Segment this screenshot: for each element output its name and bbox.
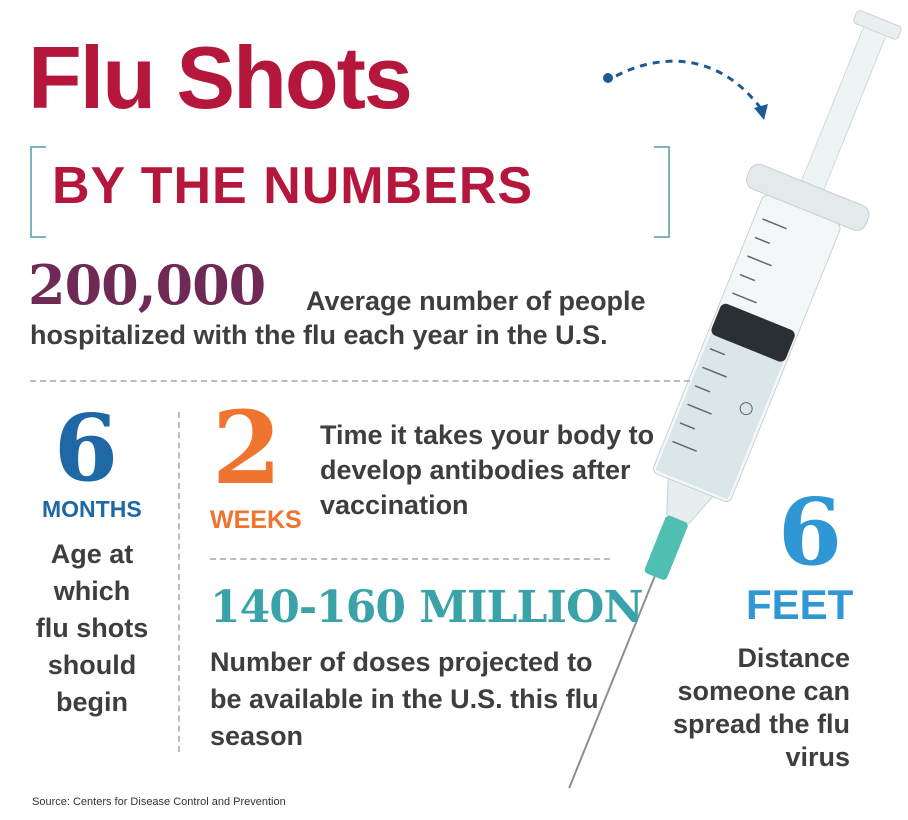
subtitle-block: BY THE NUMBERS [30, 146, 670, 238]
inner-divider [210, 558, 610, 560]
hospitalized-desc-line1: Average number of people [306, 286, 646, 316]
hospitalized-desc-line2: hospitalized with the flu each year in t… [30, 320, 608, 350]
subtitle: BY THE NUMBERS [52, 157, 534, 215]
weeks-unit: WEEKS [210, 506, 302, 534]
feet-description: Distance someone can spread the flu viru… [672, 643, 850, 772]
feet-unit: FEET [746, 581, 854, 628]
months-unit: MONTHS [42, 496, 142, 522]
months-description: Age at which flu shots should begin [35, 539, 149, 717]
syringe-illustration [568, 10, 902, 789]
right-bracket [654, 146, 670, 238]
months-number: 6 [54, 394, 119, 502]
horizontal-divider [30, 380, 690, 382]
feet-number: 6 [778, 478, 843, 586]
dashed-arrow-icon [603, 59, 768, 120]
doses-description: Number of doses projected to be availabl… [210, 647, 599, 751]
page-title: Flu Shots [28, 28, 413, 127]
source-note: Source: Centers for Disease Control and … [32, 796, 286, 808]
doses-number: 140-160 MILLION [210, 582, 644, 633]
hospitalized-number: 200,000 [28, 253, 266, 317]
vertical-divider [178, 412, 180, 752]
weeks-number: 2 [212, 389, 282, 507]
weeks-description: Time it takes your body to develop antib… [320, 420, 655, 520]
left-bracket [30, 146, 46, 238]
